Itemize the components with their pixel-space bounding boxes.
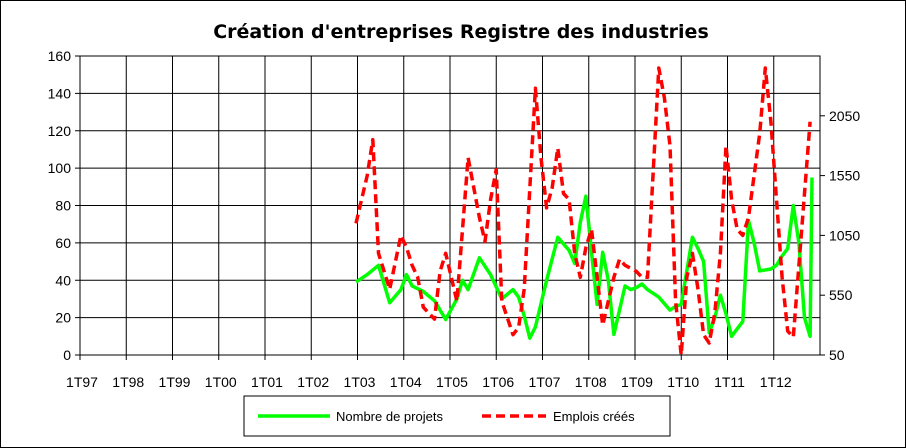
chart-title: Création d'entreprises Registre des indu…	[213, 21, 709, 43]
x-tick-label: 1T03	[344, 374, 376, 390]
y-left-tick-label: 120	[48, 123, 72, 139]
legend-label-emplois: Emplois créés	[553, 409, 635, 424]
y-left-tick-label: 20	[55, 310, 71, 326]
y-left-tick-label: 60	[55, 235, 71, 251]
x-tick-label: 1T12	[760, 374, 792, 390]
x-tick-label: 1T08	[575, 374, 607, 390]
x-tick-label: 1T99	[159, 374, 191, 390]
y-left-tick-label: 140	[48, 85, 72, 101]
y-left-tick-label: 100	[48, 160, 72, 176]
y-left-tick-label: 40	[55, 272, 71, 288]
x-tick-label: 1T11	[714, 374, 745, 390]
series-line-emplois	[354, 66, 812, 357]
x-tick-label: 1T04	[390, 374, 422, 390]
y-right-tick-label: 2050	[829, 108, 860, 124]
x-tick-label: 1T01	[251, 374, 283, 390]
x-tick-label: 1T02	[297, 374, 329, 390]
legend-label-projets: Nombre de projets	[336, 409, 443, 424]
x-tick-label: 1T09	[621, 374, 653, 390]
y-left-tick-label: 80	[55, 198, 71, 214]
y-right-tick-label: 1050	[829, 227, 860, 243]
x-tick-label: 1T00	[205, 374, 237, 390]
y-left-tick-label: 0	[63, 347, 71, 363]
plot-area: 0 20 40 60 80 100 120 140 160 50 550 1050 1550 2050 1T…	[48, 48, 861, 390]
y-left-tick-label: 160	[48, 48, 72, 64]
x-tick-label: 1T07	[529, 374, 561, 390]
y-right-tick-label: 50	[829, 347, 845, 363]
x-tick-label: 1T10	[667, 374, 699, 390]
y-right-tick-label: 550	[829, 287, 853, 303]
x-tick-label: 1T06	[482, 374, 514, 390]
x-tick-label: 1T98	[112, 374, 144, 390]
x-tick-label: 1T05	[436, 374, 468, 390]
legend: Nombre de projets Emplois créés	[243, 395, 671, 437]
x-tick-label: 1T97	[66, 374, 98, 390]
y-right-tick-label: 1550	[829, 168, 860, 184]
